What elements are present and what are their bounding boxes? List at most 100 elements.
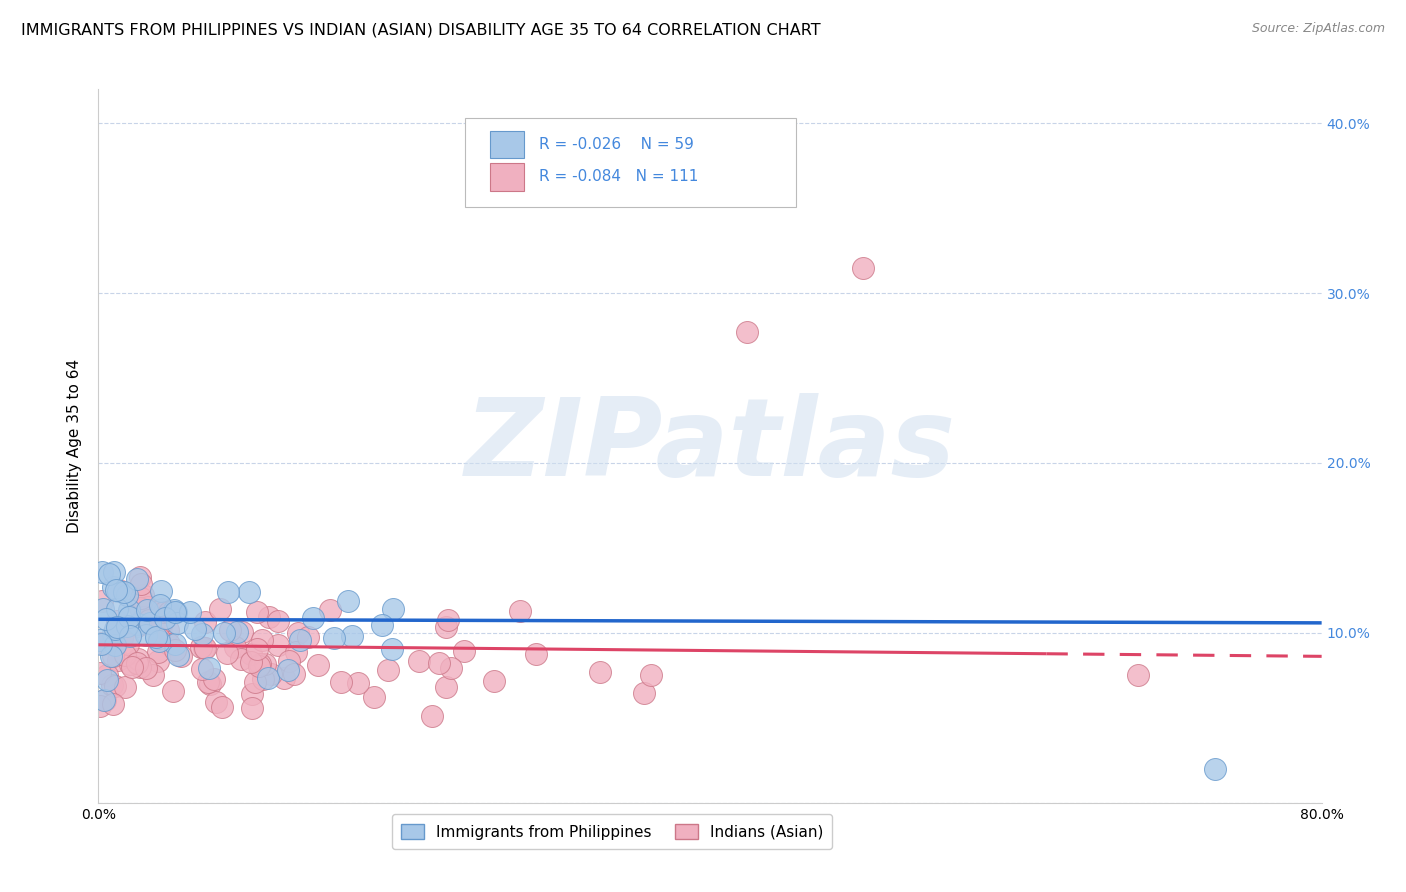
Point	[128, 570, 150, 584]
Point	[420, 709, 443, 723]
Point	[329, 675, 352, 690]
Y-axis label: Disability Age 35 to 64: Disability Age 35 to 64	[67, 359, 83, 533]
Point	[193, 640, 215, 655]
Point	[229, 651, 252, 665]
Point	[163, 642, 186, 657]
Point	[194, 615, 217, 629]
Point	[245, 674, 267, 689]
Point	[509, 604, 531, 618]
Point	[90, 635, 112, 649]
Point	[132, 610, 155, 624]
Point	[277, 663, 299, 677]
Point	[89, 633, 111, 648]
Point	[153, 605, 176, 619]
Point	[260, 666, 283, 681]
Point	[89, 698, 111, 713]
Point	[117, 588, 139, 602]
Point	[142, 667, 165, 681]
Point	[145, 630, 167, 644]
Point	[256, 671, 278, 685]
Point	[127, 651, 149, 665]
Point	[157, 605, 180, 619]
Point	[107, 653, 129, 667]
Point	[129, 615, 152, 629]
Point	[323, 631, 346, 645]
Point	[179, 605, 201, 619]
Point	[157, 637, 180, 651]
Point	[105, 620, 128, 634]
Point	[277, 654, 299, 668]
Point	[136, 603, 159, 617]
Point	[434, 620, 457, 634]
Point	[524, 647, 547, 661]
Point	[101, 678, 124, 692]
Point	[852, 260, 875, 275]
Point	[290, 633, 312, 648]
Point	[252, 673, 274, 687]
Point	[148, 631, 170, 645]
Bar	[489, 130, 524, 158]
Point	[103, 565, 125, 579]
Point	[381, 642, 404, 657]
Point	[103, 649, 125, 664]
Point	[1204, 762, 1226, 776]
Point	[347, 675, 370, 690]
Point	[319, 603, 342, 617]
Point	[297, 630, 319, 644]
Point	[150, 615, 173, 629]
Bar	[489, 163, 524, 191]
Point	[194, 641, 217, 656]
Point	[633, 686, 655, 700]
Point	[163, 606, 186, 620]
Point	[190, 640, 212, 654]
Point	[96, 612, 118, 626]
Point	[166, 615, 188, 630]
Point	[96, 668, 118, 682]
Point	[307, 658, 329, 673]
Point	[377, 663, 399, 677]
Text: IMMIGRANTS FROM PHILIPPINES VS INDIAN (ASIAN) DISABILITY AGE 35 TO 64 CORRELATIO: IMMIGRANTS FROM PHILIPPINES VS INDIAN (A…	[21, 22, 821, 37]
Point	[148, 633, 170, 648]
Point	[101, 634, 124, 648]
Point	[94, 693, 117, 707]
Point	[283, 667, 305, 681]
Text: Source: ZipAtlas.com: Source: ZipAtlas.com	[1251, 22, 1385, 36]
Point	[267, 638, 290, 652]
Point	[118, 610, 141, 624]
Point	[640, 668, 662, 682]
Point	[135, 661, 157, 675]
Point	[93, 692, 115, 706]
Legend: Immigrants from Philippines, Indians (Asian): Immigrants from Philippines, Indians (As…	[392, 814, 832, 848]
Point	[101, 627, 124, 641]
Point	[127, 656, 149, 670]
Point	[191, 662, 214, 676]
Point	[167, 648, 190, 663]
Point	[138, 613, 160, 627]
Point	[125, 572, 148, 586]
Point	[737, 325, 759, 339]
Point	[267, 614, 290, 628]
Point	[150, 602, 173, 616]
Point	[215, 646, 238, 660]
Point	[146, 654, 169, 668]
Point	[104, 622, 127, 636]
Point	[163, 603, 186, 617]
Point	[138, 615, 160, 630]
Point	[238, 585, 260, 599]
Point	[440, 661, 463, 675]
Point	[240, 647, 263, 661]
Point	[226, 625, 249, 640]
Point	[91, 566, 114, 580]
Point	[93, 602, 115, 616]
Point	[118, 629, 141, 643]
Point	[96, 673, 118, 688]
Point	[301, 610, 323, 624]
Point	[110, 583, 132, 598]
Point	[257, 609, 280, 624]
Point	[105, 614, 128, 628]
Point	[239, 656, 262, 670]
Point	[165, 605, 187, 619]
Point	[197, 675, 219, 690]
FancyBboxPatch shape	[465, 118, 796, 207]
Point	[204, 695, 226, 709]
